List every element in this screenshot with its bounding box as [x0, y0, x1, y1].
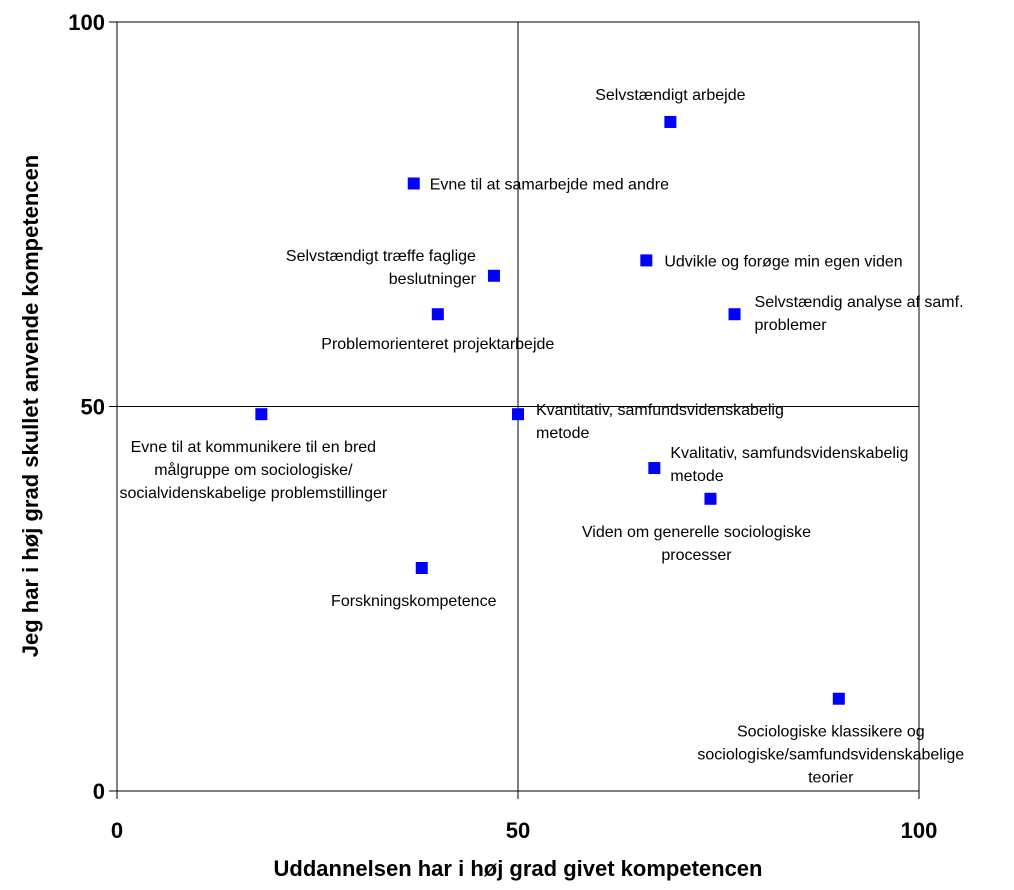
point-label: Kvalitativ, samfundsvidenskabelig: [670, 445, 908, 462]
data-point: [648, 462, 661, 475]
point-label: processer: [661, 547, 732, 564]
x-axis-title: Uddannelsen har i høj grad givet kompete…: [274, 856, 763, 881]
point-label: teorier: [808, 770, 854, 787]
point-label: Sociologiske klassikere og: [737, 724, 925, 741]
point-label: Selvstændig analyse af samf.: [755, 294, 964, 311]
data-point: [431, 308, 444, 321]
point-label: sociologiske/samfundsvidenskabelige: [697, 747, 964, 764]
y-tick-label: 50: [81, 395, 105, 420]
y-tick-label: 0: [93, 779, 105, 804]
point-label: metode: [670, 468, 723, 485]
point-label: Problemorienteret projektarbejde: [321, 336, 554, 353]
data-point: [255, 408, 268, 421]
point-label: Viden om generelle sociologiske: [582, 524, 811, 541]
point-label: socialvidenskabelige problemstillinger: [120, 485, 388, 502]
x-tick-label: 50: [506, 818, 530, 843]
y-axis-ticks: 0 50 100: [68, 10, 117, 804]
point-labels: Selvstændigt arbejde Evne til at samarbej…: [120, 87, 965, 787]
point-label: Kvantitativ, samfundsvidenskabelig: [536, 402, 784, 419]
point-label: Evne til at samarbejde med andre: [430, 176, 669, 193]
x-axis-ticks: 0 50 100: [111, 791, 937, 843]
data-point: [407, 177, 420, 190]
point-label: Selvstændigt arbejde: [595, 87, 745, 104]
point-label: beslutninger: [389, 271, 477, 288]
data-point: [832, 692, 845, 705]
point-label: Selvstændigt træffe faglige: [286, 248, 476, 265]
data-point: [415, 561, 428, 574]
data-point: [640, 254, 653, 267]
point-label: målgruppe om sociologiske/: [154, 461, 353, 479]
point-label: metode: [536, 425, 589, 442]
data-point: [512, 408, 524, 421]
x-tick-label: 100: [901, 818, 938, 843]
data-point: [728, 308, 741, 321]
data-point: [704, 492, 717, 505]
data-point: [664, 115, 677, 128]
data-points: [255, 115, 845, 705]
data-point: [487, 269, 500, 282]
point-label: Evne til at kommunikere til en bred: [131, 439, 376, 456]
point-label: problemer: [755, 317, 828, 334]
y-axis-title: Jeg har i høj grad skullet anvende kompe…: [18, 155, 43, 657]
point-label: Udvikle og forøge min egen viden: [664, 253, 902, 270]
x-tick-label: 0: [111, 818, 123, 843]
point-label: Forskningskompetence: [331, 593, 497, 610]
y-tick-label: 100: [68, 10, 105, 35]
